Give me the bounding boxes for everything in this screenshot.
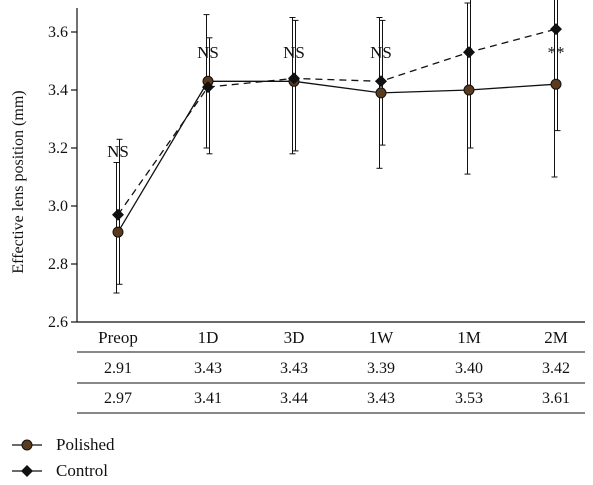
data-point-polished: [550, 78, 562, 90]
table-value-control: 3.61: [542, 390, 570, 407]
x-category-label: 1M: [457, 328, 481, 347]
data-point-polished: [375, 87, 387, 99]
x-category-label: 3D: [284, 328, 305, 347]
legend-item-polished: Polished: [10, 432, 115, 458]
data-point-polished: [463, 84, 475, 96]
legend: Polished Control: [10, 432, 115, 484]
series-markers: [112, 23, 562, 238]
y-tick-label: 3.4: [48, 82, 68, 99]
table-value-polished: 3.42: [542, 360, 570, 377]
y-axis-label: Effective lens position (mm): [10, 90, 27, 273]
legend-label-control: Control: [56, 461, 108, 480]
x-category-label: 1D: [198, 328, 219, 347]
data-point-control: [202, 81, 214, 94]
data-point-control: [375, 75, 387, 88]
y-axis: 2.62.83.03.23.43.63.84.04.2: [48, 8, 78, 331]
x-category-label: 2M: [544, 328, 568, 347]
y-tick-label: 3.6: [48, 24, 68, 41]
significance-label: NS: [370, 43, 392, 62]
legend-label-polished: Polished: [56, 435, 115, 454]
error-bars: [113, 0, 561, 294]
significance-label: NS: [107, 142, 129, 161]
y-tick-label: 3.2: [48, 140, 68, 157]
table-value-control: 3.43: [367, 390, 395, 407]
table-value-polished: 3.39: [367, 360, 395, 377]
data-point-control: [463, 46, 475, 59]
data-point-control: [112, 208, 124, 221]
significance-label: **: [548, 43, 565, 62]
y-tick-label: 2.6: [48, 314, 68, 331]
significance-label: NS: [197, 43, 219, 62]
table-value-control: 3.41: [194, 390, 222, 407]
table-value-polished: 3.43: [194, 360, 222, 377]
series-line-polished: [117, 80, 557, 233]
x-category-label: 1W: [369, 328, 395, 347]
legend-item-control: Control: [10, 458, 115, 484]
data-point-polished: [112, 226, 124, 238]
series-lines: [117, 28, 557, 233]
series-line-control: [117, 28, 557, 216]
legend-control-marker-icon: [12, 465, 42, 477]
significance-label: NS: [283, 43, 305, 62]
table-value-polished: 3.40: [455, 360, 483, 377]
y-tick-label: 2.8: [48, 256, 68, 273]
data-point-control: [550, 23, 562, 36]
table-value-polished: 3.43: [280, 360, 308, 377]
data-table: Preop 1D 3D 1W 1M 2M 2.91 3.43 3.43 3.39 3.40 3.42 2…: [77, 321, 585, 414]
y-tick-label: 3.0: [48, 198, 68, 215]
legend-polished-marker-icon: [12, 439, 42, 451]
table-value-control: 2.97: [104, 390, 132, 407]
table-value-control: 3.44: [280, 390, 308, 407]
chart: 2.62.83.03.23.43.63.84.04.2 Effective le…: [10, 0, 585, 414]
data-point-control: [288, 72, 300, 85]
table-value-polished: 2.91: [104, 360, 132, 377]
x-category-label: Preop: [98, 328, 138, 347]
table-value-control: 3.53: [455, 390, 483, 407]
